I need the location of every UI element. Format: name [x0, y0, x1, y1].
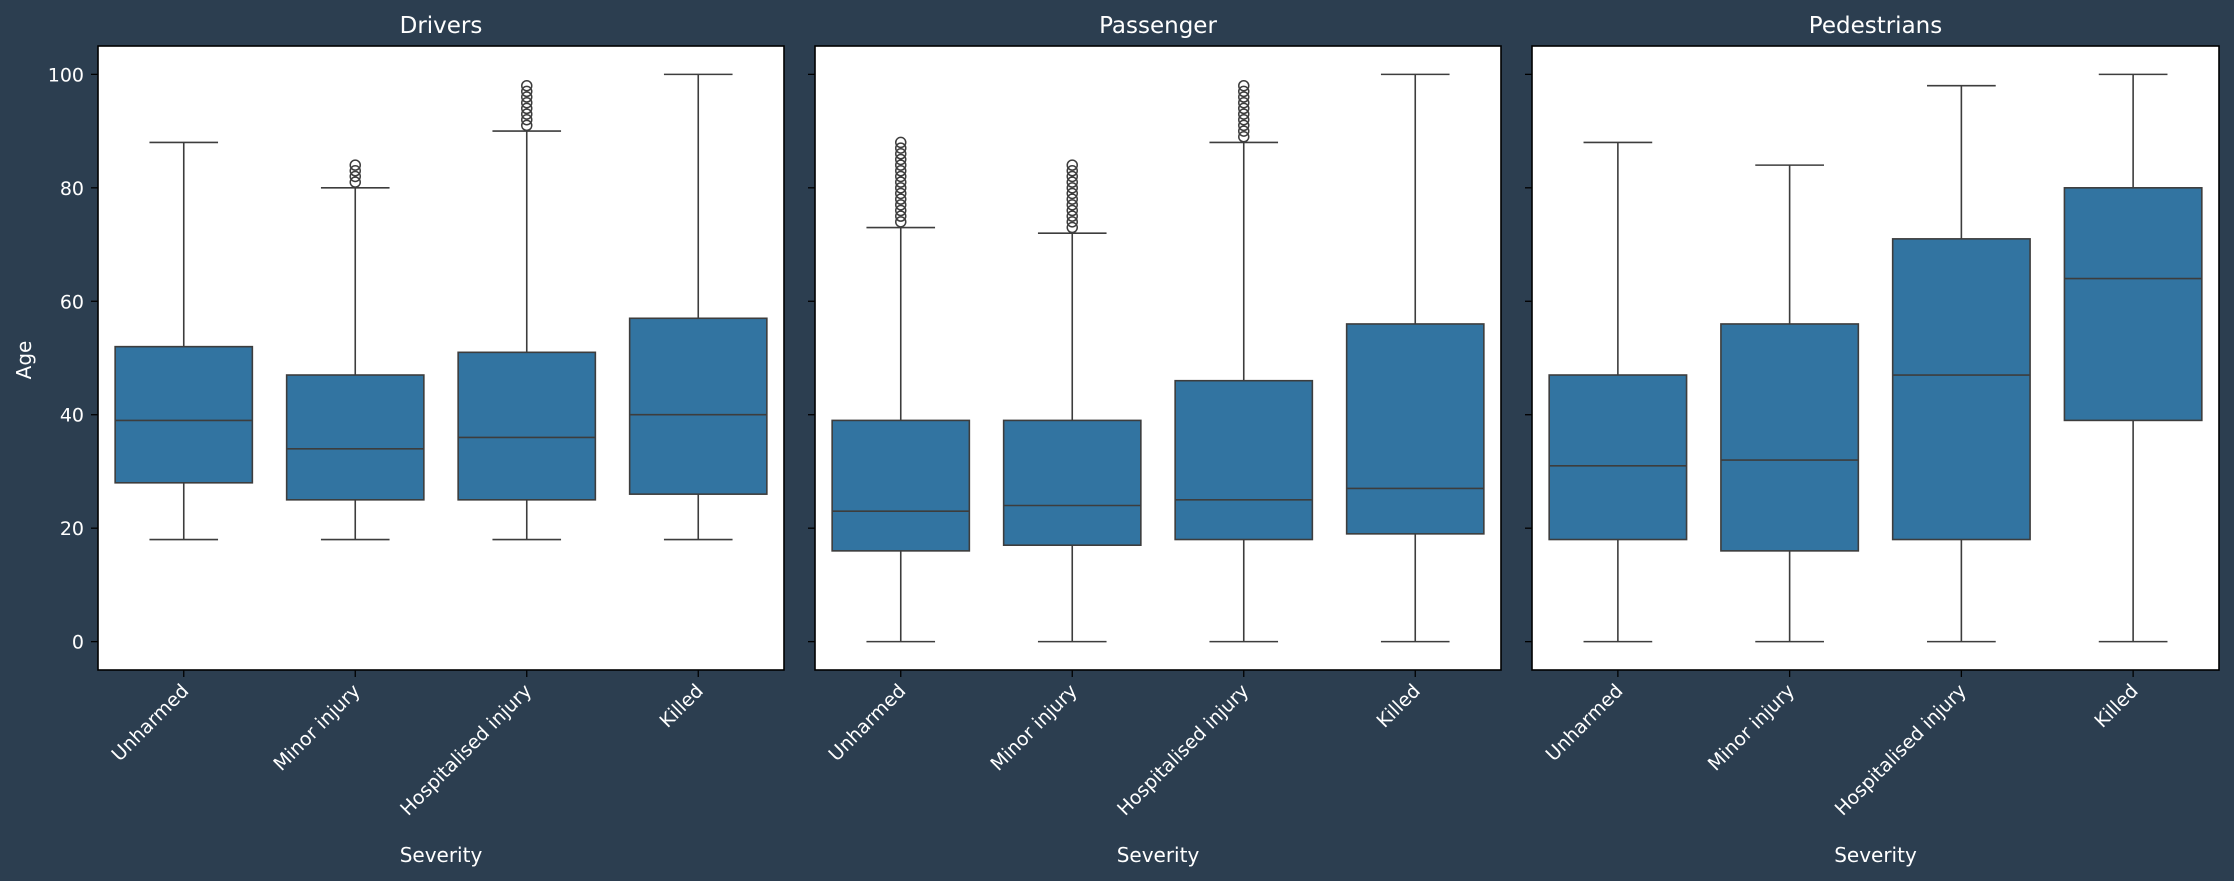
- y-axis-label: Age: [12, 341, 36, 380]
- x-tick-label: Killed: [655, 680, 707, 732]
- iqr-box: [457, 351, 597, 501]
- iqr-box: [1345, 323, 1485, 535]
- iqr-box: [1891, 238, 2031, 541]
- outlier-point: [895, 216, 907, 228]
- outlier-point: [521, 119, 533, 132]
- x-tick-label: Unharmed: [824, 680, 910, 766]
- outlier-point: [521, 108, 533, 120]
- y-tick-label: 100: [48, 64, 84, 86]
- outlier-point: [895, 193, 907, 205]
- x-axis-label: Severity: [1834, 843, 1917, 867]
- outlier-point: [1066, 187, 1078, 200]
- outlier-point: [1238, 91, 1250, 103]
- outlier-point: [1066, 193, 1078, 205]
- outlier-point: [895, 136, 907, 149]
- outlier-point: [1066, 182, 1078, 194]
- y-tick-label: 20: [60, 518, 84, 540]
- outlier-point: [521, 91, 533, 103]
- outlier-point: [1066, 204, 1078, 217]
- panel-title: Pedestrians: [1809, 13, 1942, 39]
- x-tick-label: Unharmed: [107, 680, 193, 766]
- iqr-box: [628, 317, 768, 495]
- y-tick-label: 80: [60, 178, 84, 200]
- outlier-point: [521, 113, 533, 126]
- outlier-point: [1066, 221, 1078, 234]
- outlier-point: [349, 165, 361, 177]
- x-tick-label: Hospitalised injury: [1113, 680, 1253, 820]
- panel-pedestrians: Pedestrians Unharmed Minor injury Hospitali…: [1525, 13, 2220, 867]
- iqr-box: [831, 419, 971, 552]
- outlier-point: [1066, 199, 1078, 211]
- panel-title: Passenger: [1099, 13, 1217, 39]
- outlier-point: [1238, 113, 1250, 126]
- outlier-point: [1066, 210, 1078, 222]
- outlier-point: [521, 85, 533, 98]
- panel-title: Drivers: [400, 13, 483, 39]
- iqr-box: [1174, 379, 1314, 541]
- box-killed: Killed: [1345, 73, 1485, 732]
- x-axis-label: Severity: [400, 843, 483, 867]
- x-tick-label: Minor injury: [986, 680, 1081, 775]
- outlier-point: [895, 148, 907, 160]
- outlier-point: [349, 170, 361, 183]
- iqr-box: [285, 374, 425, 501]
- x-tick-label: Killed: [1372, 680, 1424, 732]
- iqr-box: [114, 345, 254, 484]
- x-axis-label: Severity: [1117, 843, 1200, 867]
- outlier-point: [349, 176, 361, 188]
- iqr-box: [2063, 187, 2203, 422]
- outlier-point: [1066, 216, 1078, 228]
- x-tick-label: Minor injury: [269, 680, 364, 775]
- iqr-box: [1548, 374, 1688, 541]
- outlier-point: [1238, 125, 1250, 137]
- outlier-point: [1238, 79, 1250, 92]
- outlier-point: [521, 79, 533, 92]
- x-tick-label: Minor injury: [1704, 680, 1799, 775]
- outlier-point: [895, 165, 907, 177]
- outlier-point: [895, 204, 907, 217]
- outlier-point: [895, 182, 907, 194]
- outlier-point: [1066, 176, 1078, 188]
- iqr-box: [1002, 419, 1142, 546]
- outlier-point: [349, 159, 361, 171]
- outlier-point: [895, 187, 907, 200]
- x-tick-label: Hospitalised injury: [1831, 680, 1971, 820]
- outlier-point: [1066, 159, 1078, 171]
- outlier-point: [521, 102, 533, 115]
- outlier-point: [895, 153, 907, 166]
- outlier-point: [895, 210, 907, 222]
- outlier-point: [521, 96, 533, 109]
- outlier-point: [1238, 119, 1250, 132]
- outlier-point: [895, 159, 907, 171]
- iqr-box: [1720, 323, 1860, 552]
- x-tick-label: Killed: [2090, 680, 2142, 732]
- outlier-point: [1238, 108, 1250, 120]
- outlier-point: [1238, 131, 1250, 143]
- x-tick-label: Hospitalised injury: [396, 680, 536, 820]
- y-tick-label: 0: [72, 632, 84, 654]
- x-tick-label: Unharmed: [1542, 680, 1628, 766]
- outlier-point: [895, 176, 907, 188]
- outlier-point: [1238, 102, 1250, 115]
- panel-passenger: Passenger Unharmed Minor injury Hospitalise…: [808, 13, 1502, 867]
- y-tick-label: 60: [60, 291, 84, 313]
- outlier-point: [895, 170, 907, 183]
- outlier-point: [895, 199, 907, 211]
- outlier-point: [1066, 170, 1078, 183]
- panel-drivers: Drivers 0 20 40 60 80 100 Unharmed Minor injury H…: [48, 13, 785, 867]
- outlier-point: [1238, 85, 1250, 98]
- outlier-point: [1238, 96, 1250, 109]
- outlier-point: [895, 142, 907, 154]
- outlier-point: [1066, 165, 1078, 177]
- y-tick-label: 40: [60, 405, 84, 427]
